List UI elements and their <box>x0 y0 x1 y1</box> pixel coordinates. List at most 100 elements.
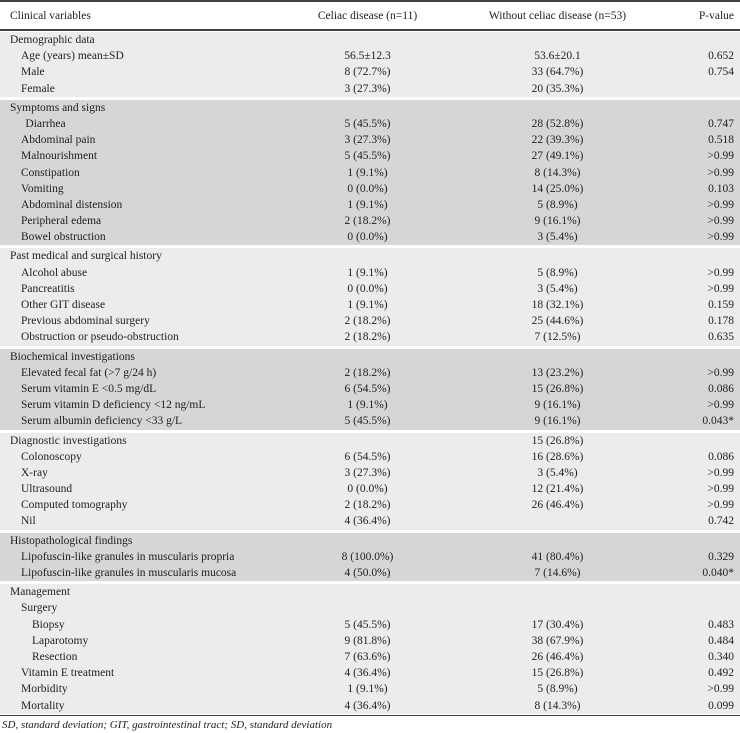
table-row: Elevated fecal fat (>7 g/24 h) 2 (18.2%) 1… <box>0 365 740 381</box>
p-value: 0.178 <box>708 315 734 328</box>
without-celiac-value: 8 (14.3%) <box>534 699 581 712</box>
without-celiac-value: 15 (26.8%) <box>531 667 584 680</box>
table-row: Serum vitamin E <0.5 mg/dL 6 (54.5%) 15 (2… <box>0 381 740 397</box>
p-value: 0.043* <box>702 415 734 428</box>
without-celiac-value: 14 (25.0%) <box>531 182 584 195</box>
row-label: Mortality <box>21 699 65 712</box>
without-celiac-value: 3 (5.4%) <box>537 466 578 479</box>
without-celiac-value: 27 (49.1%) <box>531 150 584 163</box>
without-celiac-value: 9 (16.1%) <box>534 415 581 428</box>
table-section: Symptoms and signs Diarrhea 5 (45.5%) 28 (5… <box>0 99 740 246</box>
without-celiac-value: 33 (64.7%) <box>531 66 584 79</box>
celiac-value: 5 (45.5%) <box>344 618 391 631</box>
row-label: Vomiting <box>21 182 64 195</box>
column-header-clinical-variables: Clinical variables <box>10 9 91 22</box>
celiac-value: 1 (9.1%) <box>347 166 388 179</box>
p-value: 0.742 <box>708 515 734 528</box>
p-value: 0.518 <box>708 134 734 147</box>
row-label: Management <box>10 586 71 599</box>
celiac-value: 5 (45.5%) <box>344 117 391 130</box>
table-row: Demographic data <box>0 32 740 48</box>
without-celiac-value: 5 (8.9%) <box>537 198 578 211</box>
table-row: Bowel obstruction 0 (0.0%) 3 (5.4%) >0.99 <box>0 229 740 245</box>
row-label: Abdominal pain <box>21 134 96 147</box>
without-celiac-value: 3 (5.4%) <box>537 231 578 244</box>
without-celiac-value: 8 (14.3%) <box>534 166 581 179</box>
column-header-p-value: P-value <box>698 9 734 22</box>
table-row: Alcohol abuse 1 (9.1%) 5 (8.9%) >0.99 <box>0 265 740 281</box>
row-label: Symptoms and signs <box>10 101 106 114</box>
without-celiac-value: 3 (5.4%) <box>537 282 578 295</box>
row-label: Peripheral edema <box>21 215 102 228</box>
row-label: Male <box>21 66 45 79</box>
celiac-value: 1 (9.1%) <box>347 399 388 412</box>
table-row: Symptoms and signs <box>0 100 740 116</box>
p-value: >0.99 <box>707 683 734 696</box>
celiac-value: 2 (18.2%) <box>344 315 391 328</box>
table-section: Biochemical investigations Elevated fecal… <box>0 348 740 430</box>
row-label: Past medical and surgical history <box>10 250 162 263</box>
without-celiac-value: 5 (8.9%) <box>537 683 578 696</box>
celiac-value: 2 (18.2%) <box>344 499 391 512</box>
row-label: Bowel obstruction <box>21 231 106 244</box>
row-label: Age (years) mean±SD <box>21 50 124 63</box>
celiac-value: 4 (36.4%) <box>344 699 391 712</box>
celiac-value: 8 (100.0%) <box>341 550 394 563</box>
p-value: >0.99 <box>707 399 734 412</box>
celiac-value: 6 (54.5%) <box>344 450 391 463</box>
table-row: Malnourishment 5 (45.5%) 27 (49.1%) >0.99 <box>0 148 740 164</box>
celiac-value: 2 (18.2%) <box>344 331 391 344</box>
row-label: Computed tomography <box>21 499 128 512</box>
p-value: 0.086 <box>708 450 734 463</box>
row-label: Elevated fecal fat (>7 g/24 h) <box>21 366 157 379</box>
p-value: >0.99 <box>707 166 734 179</box>
table-row: Past medical and surgical history <box>0 248 740 264</box>
table-row: Histopathological findings <box>0 533 740 549</box>
table-section: Management Surgery Biopsy 5 (45.5%) 17 (30.4… <box>0 584 740 714</box>
row-label: Serum vitamin D deficiency <12 ng/mL <box>21 399 206 412</box>
without-celiac-value: 20 (35.3%) <box>531 82 584 95</box>
celiac-value: 1 (9.1%) <box>347 299 388 311</box>
table-row: Vomiting 0 (0.0%) 14 (25.0%) 0.103 <box>0 181 740 197</box>
table-body: Demographic data Age (years) mean±SD 56.5±… <box>0 32 740 714</box>
celiac-value: 9 (81.8%) <box>344 634 391 647</box>
table-section: Diagnostic investigations 15 (26.8%) Colon… <box>0 432 740 530</box>
p-value: >0.99 <box>707 499 734 512</box>
table-row: Serum vitamin D deficiency <12 ng/mL 1 (9… <box>0 397 740 413</box>
table-row: Male 8 (72.7%) 33 (64.7%) 0.754 <box>0 64 740 80</box>
p-value: >0.99 <box>707 266 734 279</box>
without-celiac-value: 9 (16.1%) <box>534 215 581 228</box>
p-value: 0.483 <box>708 618 734 631</box>
row-label: Other GIT disease <box>21 299 106 311</box>
table-row: Obstruction or pseudo-obstruction 2 (18.2… <box>0 329 740 345</box>
row-label: Female <box>21 82 55 95</box>
celiac-value: 0 (0.0%) <box>347 282 388 295</box>
celiac-value: 6 (54.5%) <box>344 382 391 395</box>
row-label: Obstruction or pseudo-obstruction <box>21 331 179 344</box>
p-value: >0.99 <box>707 483 734 496</box>
table-row: Mortality 4 (36.4%) 8 (14.3%) 0.099 <box>0 698 740 714</box>
row-label: Ultrasound <box>21 483 73 496</box>
without-celiac-value: 13 (23.2%) <box>531 366 584 379</box>
row-label: Biopsy <box>32 618 65 631</box>
without-celiac-value: 26 (46.4%) <box>531 650 584 663</box>
p-value: >0.99 <box>707 215 734 228</box>
p-value: 0.652 <box>708 50 734 63</box>
table-row: Computed tomography 2 (18.2%) 26 (46.4%) >0… <box>0 497 740 513</box>
row-label: Colonoscopy <box>21 450 82 463</box>
p-value: >0.99 <box>707 366 734 379</box>
celiac-value: 56.5±12.3 <box>344 50 391 63</box>
without-celiac-value: 26 (46.4%) <box>531 499 584 512</box>
table-row: Laparotomy 9 (81.8%) 38 (67.9%) 0.484 <box>0 633 740 649</box>
celiac-value: 0 (0.0%) <box>347 231 388 244</box>
p-value: 0.159 <box>708 299 734 311</box>
without-celiac-value: 41 (80.4%) <box>531 550 584 563</box>
without-celiac-value: 16 (28.6%) <box>531 450 584 463</box>
table-footnote: SD, standard deviation; GIT, gastrointes… <box>0 715 740 733</box>
table-section: Demographic data Age (years) mean±SD 56.5±… <box>0 32 740 97</box>
row-label: Malnourishment <box>21 150 98 163</box>
p-value: 0.040* <box>702 567 734 579</box>
without-celiac-value: 38 (67.9%) <box>531 634 584 647</box>
table-row: Peripheral edema 2 (18.2%) 9 (16.1%) >0.99 <box>0 213 740 229</box>
